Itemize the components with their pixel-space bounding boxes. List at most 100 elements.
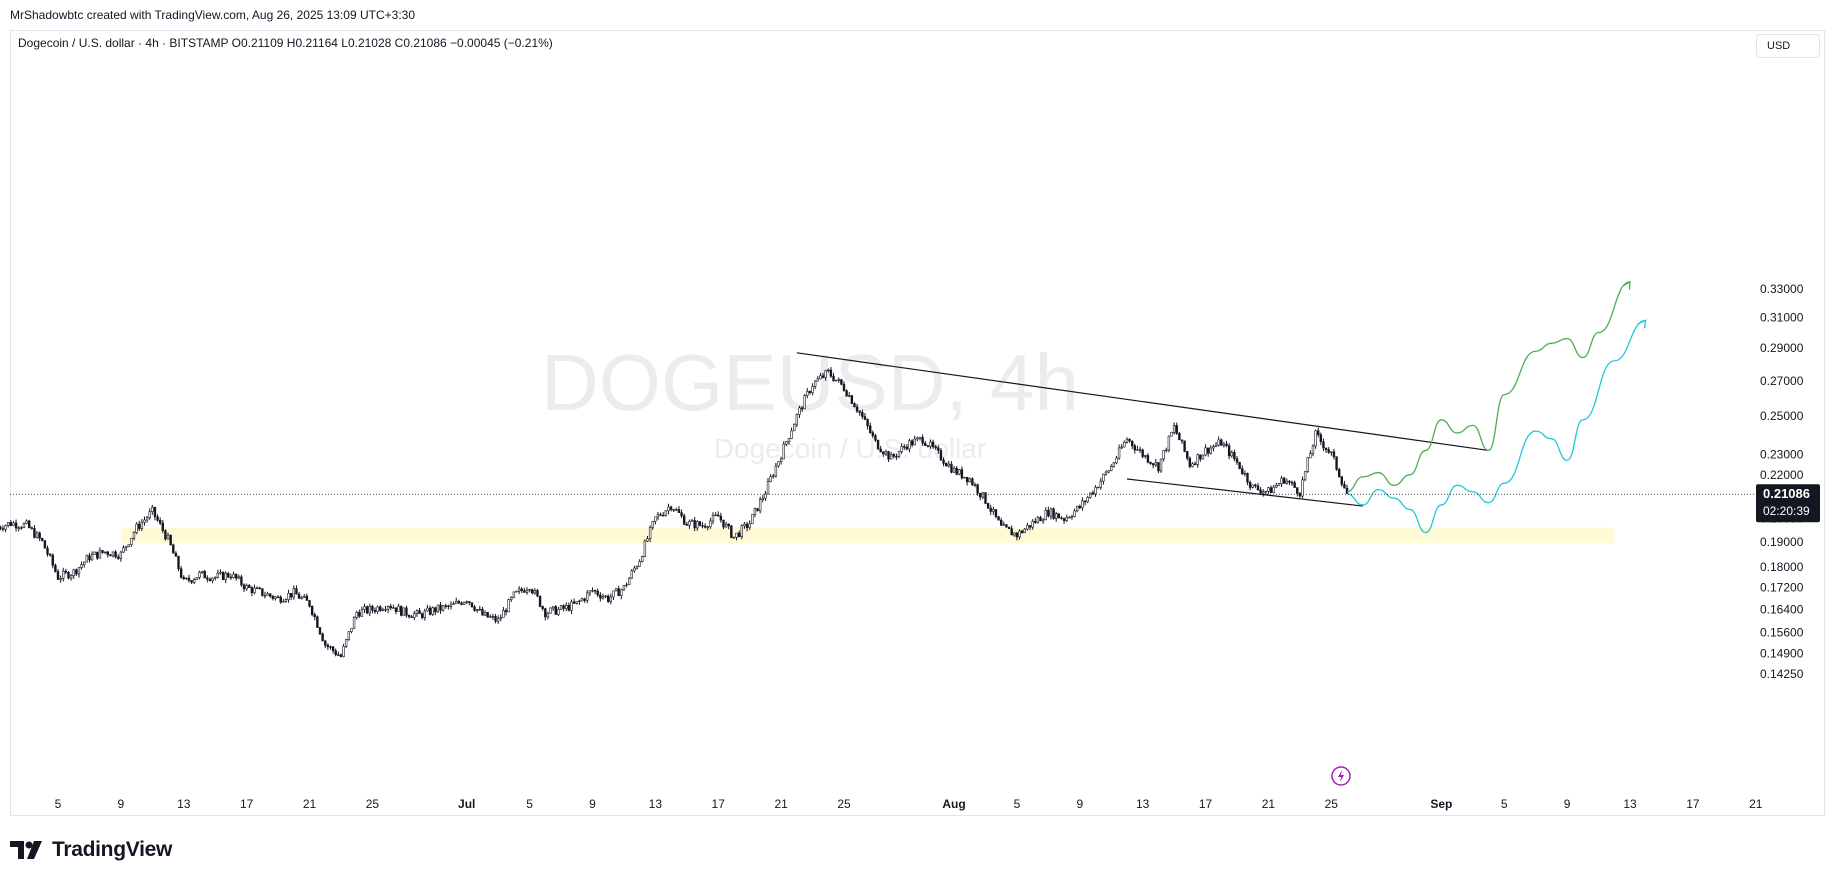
candle-body [523, 590, 526, 593]
candle-body [198, 572, 201, 578]
candle-body [489, 616, 492, 618]
candle [295, 585, 298, 595]
candle-body [952, 467, 956, 473]
candle [1049, 507, 1053, 520]
candle-body [1282, 477, 1286, 484]
candle [77, 567, 81, 578]
candle-body [4, 525, 7, 530]
price-tick-label: 0.31000 [1760, 310, 1804, 324]
candle [900, 443, 903, 454]
candle-body [379, 606, 382, 611]
candle-body [83, 561, 86, 565]
candle-body [942, 459, 945, 464]
candle-body [248, 585, 251, 588]
candle-body [1133, 445, 1137, 451]
candle-body [580, 598, 584, 602]
candle-body [261, 588, 264, 596]
candle-body [937, 447, 940, 451]
candle [816, 376, 820, 382]
candle-body [263, 595, 267, 597]
candle-body [800, 407, 804, 410]
candle-body [934, 446, 937, 449]
candle-body [109, 554, 112, 557]
candle [617, 585, 620, 597]
candle [289, 592, 293, 601]
candle-body [1167, 435, 1171, 451]
candle [1102, 473, 1105, 485]
bolt-icon[interactable] [1331, 766, 1351, 786]
candle-body [331, 646, 335, 652]
candle [588, 590, 592, 597]
candle [1068, 516, 1071, 519]
candle [324, 639, 327, 649]
candle-body [35, 532, 39, 538]
candle-body [696, 521, 699, 529]
candle-body [887, 451, 890, 460]
candle-body [889, 454, 893, 460]
candle [761, 495, 764, 503]
candle [908, 438, 911, 453]
candle [643, 539, 647, 558]
candle [67, 571, 70, 580]
candle-body [90, 554, 94, 561]
candle [426, 604, 429, 612]
candle [1277, 482, 1281, 486]
candle [1062, 517, 1066, 524]
candle [740, 524, 744, 540]
candle-body [1102, 473, 1105, 482]
symbol-legend[interactable]: Dogecoin / U.S. dollar · 4h · BITSTAMP O… [18, 36, 553, 50]
candle-body [1248, 481, 1252, 488]
candle-body [565, 604, 568, 609]
currency-selector[interactable]: USD [1756, 34, 1820, 58]
price-tick-label: 0.18000 [1760, 560, 1804, 574]
candle [1157, 461, 1160, 474]
time-tick-label: Sep [1430, 797, 1452, 811]
candle-body [54, 564, 57, 572]
candle-body [423, 610, 426, 618]
candle-body [250, 587, 254, 594]
candle-body [693, 520, 696, 529]
candle-body [643, 540, 647, 557]
candle-body [384, 609, 387, 611]
candle [449, 601, 453, 610]
candle-body [924, 442, 927, 446]
candle [1275, 482, 1278, 489]
time-tick-label: 5 [1014, 797, 1021, 811]
candle [837, 377, 840, 383]
time-tick-label: 21 [303, 797, 317, 811]
candle [601, 593, 605, 600]
candle-body [517, 588, 521, 592]
candle [1243, 470, 1247, 477]
candle [680, 509, 683, 519]
candle [525, 587, 529, 595]
candle [612, 590, 615, 601]
candle [465, 600, 468, 605]
candle-body [680, 512, 683, 517]
candle-body [737, 532, 741, 537]
candle [512, 591, 516, 599]
candle [339, 653, 343, 658]
candle [1301, 476, 1304, 499]
candle [284, 598, 288, 603]
candle [1201, 454, 1205, 460]
candle-body [111, 551, 115, 557]
candle [483, 610, 487, 617]
price-tick-label: 0.17200 [1760, 581, 1804, 595]
chart-credit: MrShadowbtc created with TradingView.com… [10, 8, 416, 22]
candle [279, 595, 282, 604]
candle-body [1317, 430, 1320, 435]
candle [845, 389, 848, 397]
candle [344, 638, 348, 649]
candle [436, 604, 440, 613]
candle-body [520, 588, 523, 591]
candle [140, 519, 144, 532]
candle-body [1060, 517, 1063, 520]
candle-body [14, 522, 18, 529]
candle [373, 607, 377, 614]
candle-body [397, 605, 400, 612]
candle-body [609, 596, 613, 602]
candle-body [303, 595, 306, 598]
candle [724, 521, 728, 528]
candle-body [1327, 449, 1330, 453]
